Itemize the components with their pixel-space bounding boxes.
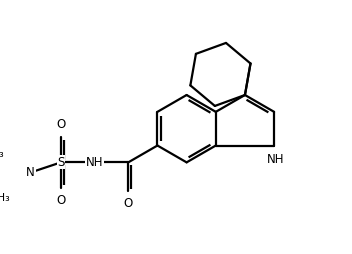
- Text: O: O: [56, 118, 65, 131]
- Text: CH₃: CH₃: [0, 193, 10, 203]
- Text: NH: NH: [86, 156, 103, 169]
- Text: CH₃: CH₃: [0, 149, 4, 159]
- Text: N: N: [26, 166, 35, 179]
- Text: O: O: [56, 194, 65, 207]
- Text: S: S: [57, 156, 65, 169]
- Text: O: O: [124, 197, 133, 210]
- Text: NH: NH: [267, 153, 284, 166]
